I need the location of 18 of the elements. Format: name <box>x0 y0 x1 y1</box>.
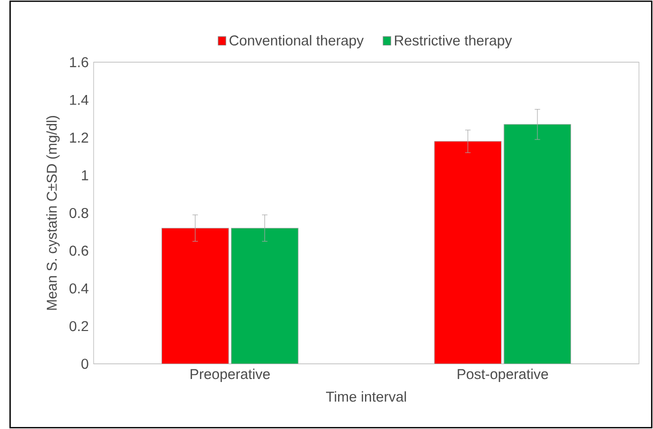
x-axis-title: Time interval <box>326 391 406 402</box>
y-tick-label: 0.6 <box>70 246 88 256</box>
bar <box>162 228 229 364</box>
y-tick-label: 1 <box>82 170 88 180</box>
y-tick-label: 0.2 <box>70 321 88 332</box>
x-tick-label: Post-operative <box>458 368 548 382</box>
y-tick-label: 1.2 <box>70 132 88 143</box>
legend-label: Conventional therapy <box>230 35 364 48</box>
y-axis-title: Mean S. cystatin C±SD (mg/dl) <box>46 116 60 310</box>
y-tick-label: 1.6 <box>70 57 88 68</box>
y-tick-label: 0.4 <box>70 283 88 294</box>
y-tick-label: 0 <box>81 358 88 369</box>
y-tick-label: 1.4 <box>70 95 88 105</box>
y-tick-label: 0.8 <box>70 208 88 218</box>
x-tick-label: Preoperative <box>190 368 270 382</box>
legend-label: Restrictive therapy <box>394 35 512 48</box>
bar <box>231 228 298 364</box>
bar <box>504 124 572 364</box>
